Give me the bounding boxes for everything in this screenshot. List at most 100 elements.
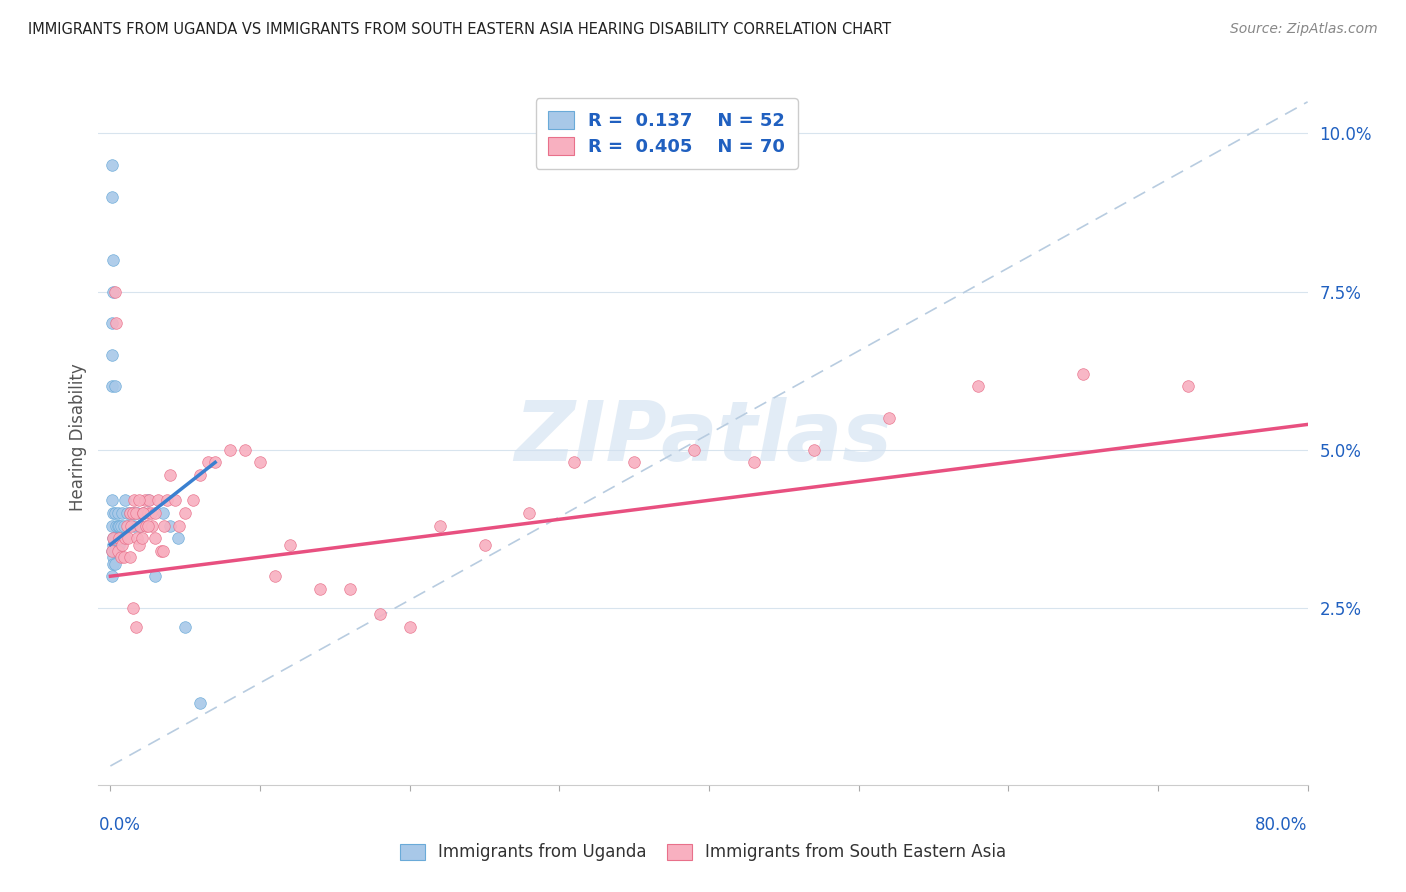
Point bbox=[111, 506, 134, 520]
Text: 80.0%: 80.0% bbox=[1256, 816, 1308, 834]
Point bbox=[132, 506, 155, 520]
Y-axis label: Hearing Disability: Hearing Disability bbox=[69, 363, 87, 511]
Point bbox=[104, 557, 127, 571]
Point bbox=[167, 518, 190, 533]
Point bbox=[877, 411, 900, 425]
Point bbox=[562, 455, 585, 469]
Point bbox=[112, 518, 135, 533]
Point bbox=[101, 190, 124, 204]
Point bbox=[108, 538, 131, 552]
Point bbox=[188, 468, 211, 483]
Point bbox=[105, 544, 128, 558]
Point bbox=[103, 538, 125, 552]
Point bbox=[117, 518, 139, 533]
Point bbox=[101, 518, 124, 533]
Point bbox=[143, 531, 166, 545]
Legend: Immigrants from Uganda, Immigrants from South Eastern Asia: Immigrants from Uganda, Immigrants from … bbox=[399, 843, 1007, 862]
Point bbox=[278, 538, 301, 552]
Point bbox=[111, 538, 134, 552]
Point bbox=[174, 506, 197, 520]
Point bbox=[108, 518, 131, 533]
Point bbox=[233, 442, 256, 457]
Point bbox=[103, 506, 125, 520]
Point bbox=[103, 531, 125, 545]
Point bbox=[153, 518, 176, 533]
Point bbox=[219, 442, 242, 457]
Point bbox=[103, 531, 125, 545]
Point bbox=[131, 531, 153, 545]
Point bbox=[135, 518, 157, 533]
Point bbox=[188, 696, 211, 710]
Point bbox=[114, 493, 136, 508]
Point bbox=[107, 518, 129, 533]
Legend: R =  0.137    N = 52, R =  0.405    N = 70: R = 0.137 N = 52, R = 0.405 N = 70 bbox=[536, 98, 797, 169]
Point bbox=[121, 506, 143, 520]
Point bbox=[181, 493, 204, 508]
Text: ZIPatlas: ZIPatlas bbox=[515, 397, 891, 477]
Point bbox=[101, 348, 124, 362]
Point bbox=[108, 531, 131, 545]
Point bbox=[103, 285, 125, 299]
Point bbox=[143, 506, 166, 520]
Point bbox=[143, 569, 166, 583]
Point bbox=[159, 518, 181, 533]
Point bbox=[1071, 367, 1094, 381]
Point bbox=[339, 582, 361, 596]
Point bbox=[197, 455, 219, 469]
Point bbox=[104, 506, 127, 520]
Point bbox=[114, 531, 136, 545]
Point bbox=[136, 518, 159, 533]
Point bbox=[159, 468, 181, 483]
Point bbox=[101, 544, 124, 558]
Point bbox=[156, 493, 179, 508]
Point bbox=[398, 620, 420, 634]
Point bbox=[132, 506, 155, 520]
Point bbox=[148, 493, 170, 508]
Point bbox=[163, 493, 186, 508]
Point bbox=[118, 506, 141, 520]
Point bbox=[110, 531, 132, 545]
Point bbox=[1177, 379, 1199, 393]
Point bbox=[683, 442, 706, 457]
Point bbox=[104, 285, 127, 299]
Point bbox=[128, 538, 150, 552]
Point bbox=[118, 506, 141, 520]
Point bbox=[623, 455, 645, 469]
Point bbox=[104, 379, 127, 393]
Point bbox=[152, 544, 174, 558]
Point bbox=[519, 506, 541, 520]
Point bbox=[474, 538, 496, 552]
Point bbox=[107, 544, 129, 558]
Point bbox=[124, 518, 146, 533]
Point bbox=[118, 550, 141, 565]
Text: Source: ZipAtlas.com: Source: ZipAtlas.com bbox=[1230, 22, 1378, 37]
Point bbox=[742, 455, 765, 469]
Point bbox=[101, 379, 124, 393]
Point bbox=[101, 158, 124, 172]
Point bbox=[103, 550, 125, 565]
Point bbox=[129, 518, 152, 533]
Point bbox=[136, 493, 159, 508]
Point bbox=[127, 531, 149, 545]
Point bbox=[121, 600, 143, 615]
Point bbox=[101, 316, 124, 330]
Point bbox=[139, 506, 162, 520]
Text: 0.0%: 0.0% bbox=[98, 816, 141, 834]
Point bbox=[128, 493, 150, 508]
Point bbox=[110, 518, 132, 533]
Point bbox=[107, 538, 129, 552]
Point bbox=[103, 252, 125, 267]
Point bbox=[429, 518, 451, 533]
Text: IMMIGRANTS FROM UGANDA VS IMMIGRANTS FROM SOUTH EASTERN ASIA HEARING DISABILITY : IMMIGRANTS FROM UGANDA VS IMMIGRANTS FRO… bbox=[28, 22, 891, 37]
Point bbox=[264, 569, 287, 583]
Point bbox=[121, 506, 143, 520]
Point bbox=[104, 544, 127, 558]
Point bbox=[103, 557, 125, 571]
Point bbox=[120, 518, 142, 533]
Point bbox=[803, 442, 825, 457]
Point bbox=[129, 518, 152, 533]
Point bbox=[166, 531, 188, 545]
Point bbox=[101, 569, 124, 583]
Point bbox=[152, 506, 174, 520]
Point bbox=[110, 550, 132, 565]
